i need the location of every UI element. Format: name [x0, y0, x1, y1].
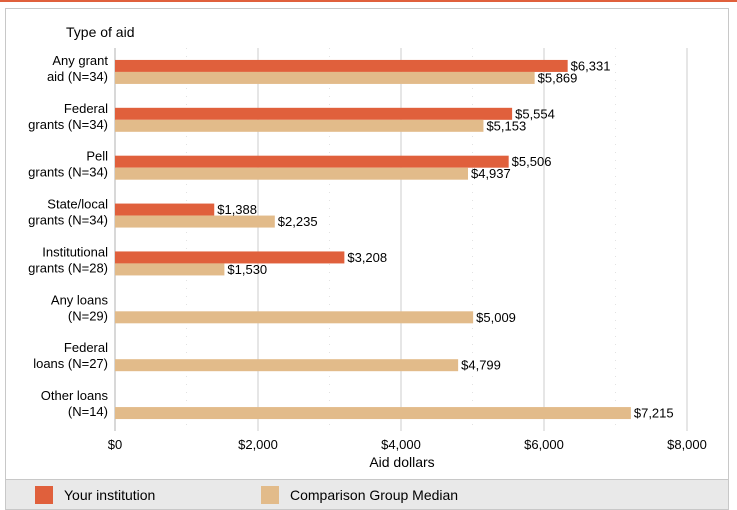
bar-value-label: $6,331 — [571, 58, 611, 73]
bar-your-institution — [115, 155, 509, 168]
chart-frame: Type of aid Any grant aid (N=34) Federal gr… — [5, 8, 729, 480]
x-tick-label: $6,000 — [524, 437, 564, 452]
x-tick-label: $0 — [108, 437, 122, 452]
bar-value-label: $5,554 — [515, 106, 555, 121]
legend-label-comparison-group: Comparison Group Median — [290, 487, 459, 503]
x-axis-title: Aid dollars — [369, 454, 434, 470]
x-tick-label: $2,000 — [238, 437, 278, 452]
bar-your-institution — [115, 251, 345, 264]
bar-chart: Type of aid Any grant aid (N=34) Federal gr… — [28, 24, 707, 470]
bars — [115, 59, 631, 420]
top-accent-rule — [0, 0, 737, 2]
legend-label-your-institution: Your institution — [64, 487, 156, 503]
bar-your-institution — [115, 59, 568, 72]
legend-item-your-institution: Your institution — [35, 486, 155, 504]
grid-lines — [114, 48, 688, 431]
category-label: State/local grants (N=34) — [28, 197, 108, 228]
bar-value-label: $3,208 — [347, 250, 387, 265]
bar-value-labels: $6,331$5,869 $5,554$5,153 $5,506$4,937 $1,3… — [217, 58, 673, 420]
legend: Your institution Comparison Group Median — [5, 480, 729, 510]
x-tick-labels: $0 $2,000 $4,000 $6,000 $8,000 — [108, 437, 707, 452]
legend-item-comparison-group: Comparison Group Median — [261, 486, 458, 504]
x-tick-label: $4,000 — [381, 437, 421, 452]
bar-comparison-group — [115, 71, 535, 84]
bar-value-label: $2,235 — [278, 214, 318, 229]
bar-comparison-group — [115, 215, 275, 228]
category-label: Federal grants (N=34) — [28, 101, 108, 132]
bar-value-label: $5,009 — [476, 310, 516, 325]
category-label: Institutional grants (N=28) — [28, 244, 108, 275]
bar-comparison-group — [115, 359, 459, 372]
category-label: Any grant aid (N=34) — [47, 53, 108, 84]
category-labels: Any grant aid (N=34) Federal grants (N=34) P… — [28, 53, 108, 419]
bar-comparison-group — [115, 263, 225, 276]
x-tick-label: $8,000 — [667, 437, 707, 452]
bar-your-institution — [115, 107, 513, 120]
bar-comparison-group — [115, 167, 468, 180]
bar-comparison-group — [115, 407, 631, 420]
bar-comparison-group — [115, 311, 474, 324]
legend-swatch-your-institution — [35, 486, 53, 504]
category-label: Other loans (N=14) — [41, 388, 109, 419]
bar-value-label: $4,799 — [461, 358, 501, 373]
category-label: Pell grants (N=34) — [28, 149, 108, 180]
bar-value-label: $1,388 — [217, 202, 257, 217]
bar-comparison-group — [115, 119, 484, 132]
bar-value-label: $7,215 — [634, 406, 674, 421]
bar-value-label: $5,153 — [486, 118, 526, 133]
category-label: Federal loans (N=27) — [33, 340, 108, 371]
bar-value-label: $1,530 — [227, 262, 267, 277]
bar-your-institution — [115, 203, 215, 216]
category-label: Any loans (N=29) — [51, 292, 109, 323]
bar-value-label: $5,506 — [512, 154, 552, 169]
bar-value-label: $5,869 — [538, 70, 578, 85]
bar-value-label: $4,937 — [471, 166, 511, 181]
chart-title: Type of aid — [66, 24, 135, 40]
legend-swatch-comparison-group — [261, 486, 279, 504]
